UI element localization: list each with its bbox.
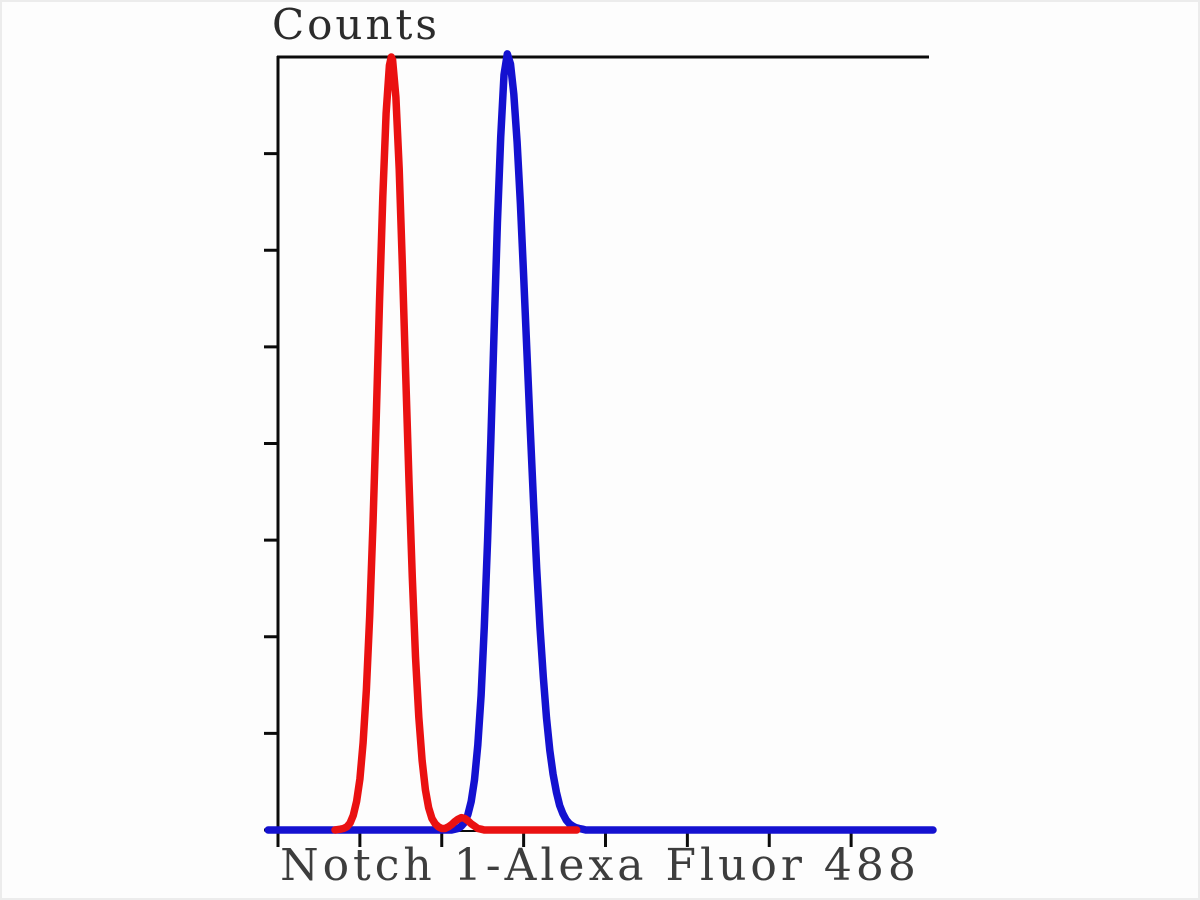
y-axis-title: Counts bbox=[272, 0, 440, 49]
x-axis-title: Notch 1-Alexa Fluor 488 bbox=[280, 840, 920, 891]
red-peak-curve bbox=[331, 53, 581, 834]
